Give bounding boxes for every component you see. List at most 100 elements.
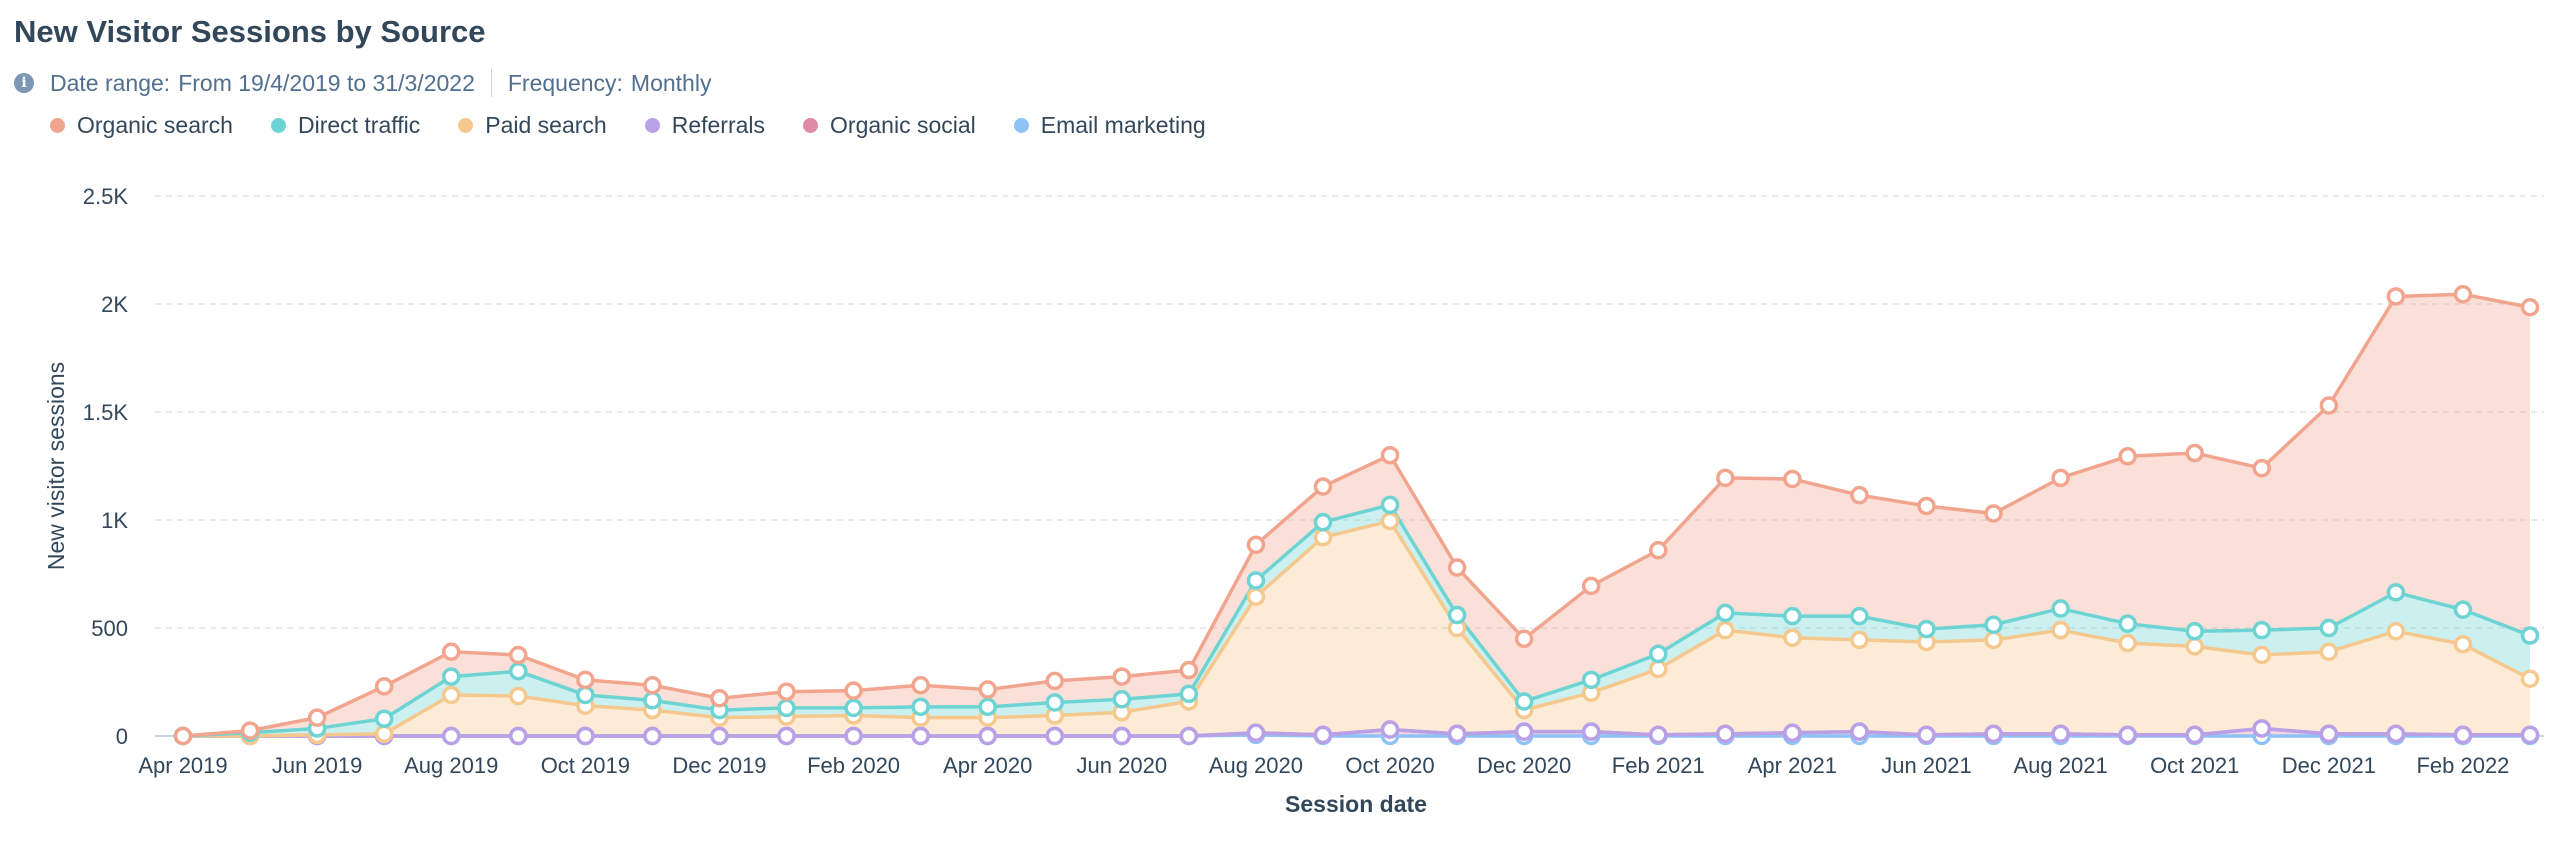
point-referrals: [2386, 724, 2406, 744]
point-referrals: [978, 726, 997, 746]
point-organic-search: [1984, 504, 2003, 523]
point-paid-search: [1246, 587, 1266, 606]
point-direct-traffic: [1649, 644, 1668, 664]
legend-item-email-marketing[interactable]: Email marketing: [1013, 111, 1206, 139]
point-organic-search: [576, 670, 595, 690]
point-organic-search: [1581, 576, 1601, 596]
point-referrals: [2453, 725, 2473, 745]
point-referrals: [1179, 726, 1199, 746]
x-tick-label: Dec 2020: [1477, 753, 1571, 778]
chart-legend: Organic search Direct traffic Paid search R…: [50, 108, 1244, 142]
point-direct-traffic: [1716, 603, 1735, 623]
x-tick-label: Apr 2021: [1748, 753, 1837, 778]
point-direct-traffic: [1246, 571, 1266, 590]
point-referrals: [576, 726, 595, 746]
date-range-value[interactable]: From 19/4/2019 to 31/3/2022: [178, 69, 475, 96]
point-direct-traffic: [2118, 614, 2137, 633]
point-direct-traffic: [1783, 606, 1802, 626]
point-paid-search: [1649, 659, 1668, 679]
point-direct-traffic: [1313, 512, 1333, 532]
point-direct-traffic: [1380, 495, 1400, 515]
point-direct-traffic: [2386, 583, 2406, 602]
point-direct-traffic: [1581, 670, 1601, 690]
point-organic-search: [1716, 468, 1735, 488]
legend-item-organic-social[interactable]: Organic social: [803, 112, 976, 139]
point-referrals: [2319, 724, 2339, 744]
point-organic-search: [2520, 297, 2540, 317]
legend-label: Organic search: [77, 111, 233, 138]
point-direct-traffic: [2252, 620, 2272, 640]
point-direct-traffic: [777, 698, 796, 718]
point-referrals: [2051, 724, 2070, 744]
point-referrals: [441, 726, 461, 746]
point-direct-traffic: [1514, 692, 1534, 711]
info-icon[interactable]: i: [14, 73, 34, 93]
legend-item-organic-search[interactable]: Organic search: [50, 112, 233, 139]
point-referrals: [2520, 725, 2540, 745]
point-direct-traffic: [2520, 626, 2540, 645]
point-paid-search: [1850, 630, 1869, 650]
x-tick-label: Feb 2021: [1612, 753, 1705, 778]
point-referrals: [1581, 722, 1601, 741]
point-referrals: [1716, 724, 1735, 744]
meta-divider: [490, 69, 492, 97]
x-tick-label: Dec 2019: [672, 753, 766, 778]
legend-label: Paid search: [485, 111, 607, 138]
legend-label: Direct traffic: [297, 111, 421, 138]
point-organic-search: [173, 726, 193, 746]
legend-item-paid-search[interactable]: Paid search: [458, 111, 607, 139]
point-paid-search: [509, 686, 528, 706]
point-direct-traffic: [1984, 615, 2003, 635]
point-direct-traffic: [509, 661, 528, 681]
point-organic-search: [1783, 469, 1802, 489]
point-organic-search: [441, 642, 461, 662]
x-tick-label: Feb 2020: [807, 753, 900, 778]
x-tick-label: Oct 2021: [2150, 753, 2239, 778]
point-paid-search: [441, 685, 461, 705]
legend-dot-icon: [1013, 117, 1029, 133]
point-organic-search: [1179, 660, 1199, 680]
line-organic-search: [182, 292, 2531, 738]
line-paid-search: [183, 519, 2531, 738]
point-paid-search: [2520, 669, 2540, 689]
point-organic-search: [844, 681, 863, 700]
point-referrals: [1045, 726, 1064, 746]
point-referrals: [911, 726, 930, 746]
y-tick-label: 2K: [101, 292, 128, 317]
x-tick-label: Apr 2019: [138, 753, 227, 778]
point-organic-search: [978, 680, 997, 699]
frequency-value[interactable]: Monthly: [630, 69, 712, 96]
point-organic-search: [2453, 285, 2473, 304]
point-referrals: [1514, 722, 1534, 741]
legend-item-referrals[interactable]: Referrals: [644, 111, 766, 139]
legend-label: Referrals: [671, 111, 766, 138]
point-paid-search: [1716, 620, 1735, 640]
point-paid-search: [1313, 528, 1333, 547]
point-organic-search: [1649, 540, 1668, 560]
point-organic-search: [1917, 496, 1936, 516]
legend-label: Email marketing: [1040, 111, 1206, 138]
x-tick-label: Jun 2021: [1881, 753, 1972, 778]
point-referrals: [710, 726, 729, 746]
point-organic-search: [374, 677, 394, 696]
point-referrals: [777, 726, 796, 746]
point-organic-search: [1514, 629, 1534, 649]
point-paid-search: [2118, 633, 2137, 653]
point-paid-search: [2051, 620, 2070, 640]
x-tick-label: Oct 2019: [541, 753, 630, 778]
legend-item-direct-traffic[interactable]: Direct traffic: [270, 111, 421, 139]
y-tick-label: 500: [91, 616, 128, 641]
point-organic-search: [2252, 458, 2272, 478]
point-organic-search: [240, 721, 260, 740]
legend-dot-icon: [270, 117, 286, 133]
point-referrals: [1313, 725, 1333, 745]
x-tick-label: Dec 2021: [2282, 753, 2376, 778]
point-organic-search: [1313, 477, 1333, 496]
point-direct-traffic: [2319, 618, 2339, 638]
point-referrals: [1112, 726, 1132, 746]
point-paid-search: [1783, 628, 1802, 647]
point-organic-search: [2386, 287, 2406, 306]
point-organic-search: [307, 708, 327, 727]
point-organic-search: [1447, 558, 1467, 577]
